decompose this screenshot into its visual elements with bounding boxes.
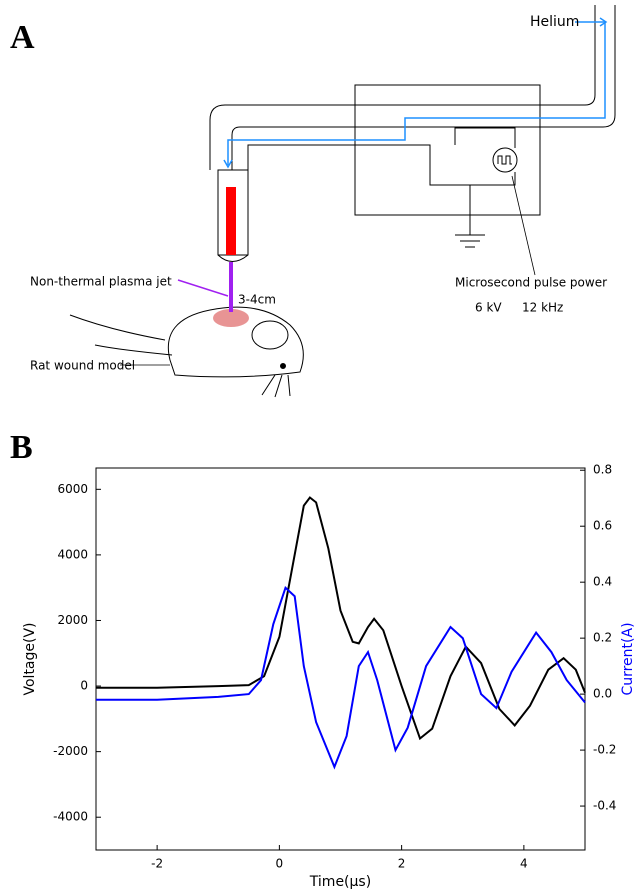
label: Microsecond pulse power (455, 276, 607, 290)
y-tick-label: -4000 (53, 810, 88, 824)
line (96, 496, 586, 741)
y2-tick-label: 0.8 (593, 463, 612, 477)
label: 12 kHz (522, 301, 563, 315)
label: Non-thermal plasma jet (30, 275, 172, 289)
y-tick-label: 0 (80, 679, 88, 693)
label: 6 kV (475, 301, 502, 315)
y2-tick-label: -0.4 (593, 799, 616, 813)
x-tick-label: -2 (151, 857, 163, 871)
label: Helium (530, 14, 579, 30)
arrow (223, 17, 608, 169)
label: 3-4cm (238, 293, 276, 307)
y2-tick-label: -0.2 (593, 743, 616, 757)
jet-pointer (177, 279, 229, 297)
y2-tick-label: 0.0 (593, 687, 612, 701)
label: Rat wound model (30, 359, 135, 373)
line (96, 586, 586, 770)
y2-axis-label: Current(A) (620, 622, 636, 695)
plot-frame (95, 467, 586, 851)
y-tick-label: 6000 (57, 482, 88, 496)
x-axis-label: Time(μs) (309, 874, 371, 890)
panel-label: B (10, 429, 33, 466)
apparatus (69, 5, 616, 398)
electrode (226, 187, 236, 255)
x-tick-label: 4 (520, 857, 528, 871)
y-tick-label: -2000 (53, 744, 88, 758)
x-tick-label: 0 (276, 857, 284, 871)
y2-tick-label: 0.6 (593, 519, 612, 533)
y-tick-label: 4000 (57, 547, 88, 561)
gas-flow (227, 21, 606, 165)
chart: -2 0 2 4 -4000 -2000 0 2000 4000 6000 -0.4 -0.2 0.0 0… (22, 463, 636, 890)
y-tick-label: 2000 (57, 613, 88, 627)
panel-label: A (10, 19, 35, 56)
wound (213, 309, 249, 327)
y-axis-label: Voltage(V) (22, 622, 38, 695)
x-tick-label: 2 (398, 857, 406, 871)
y2-tick-label: 0.4 (593, 575, 612, 589)
y2-tick-label: 0.2 (593, 631, 612, 645)
